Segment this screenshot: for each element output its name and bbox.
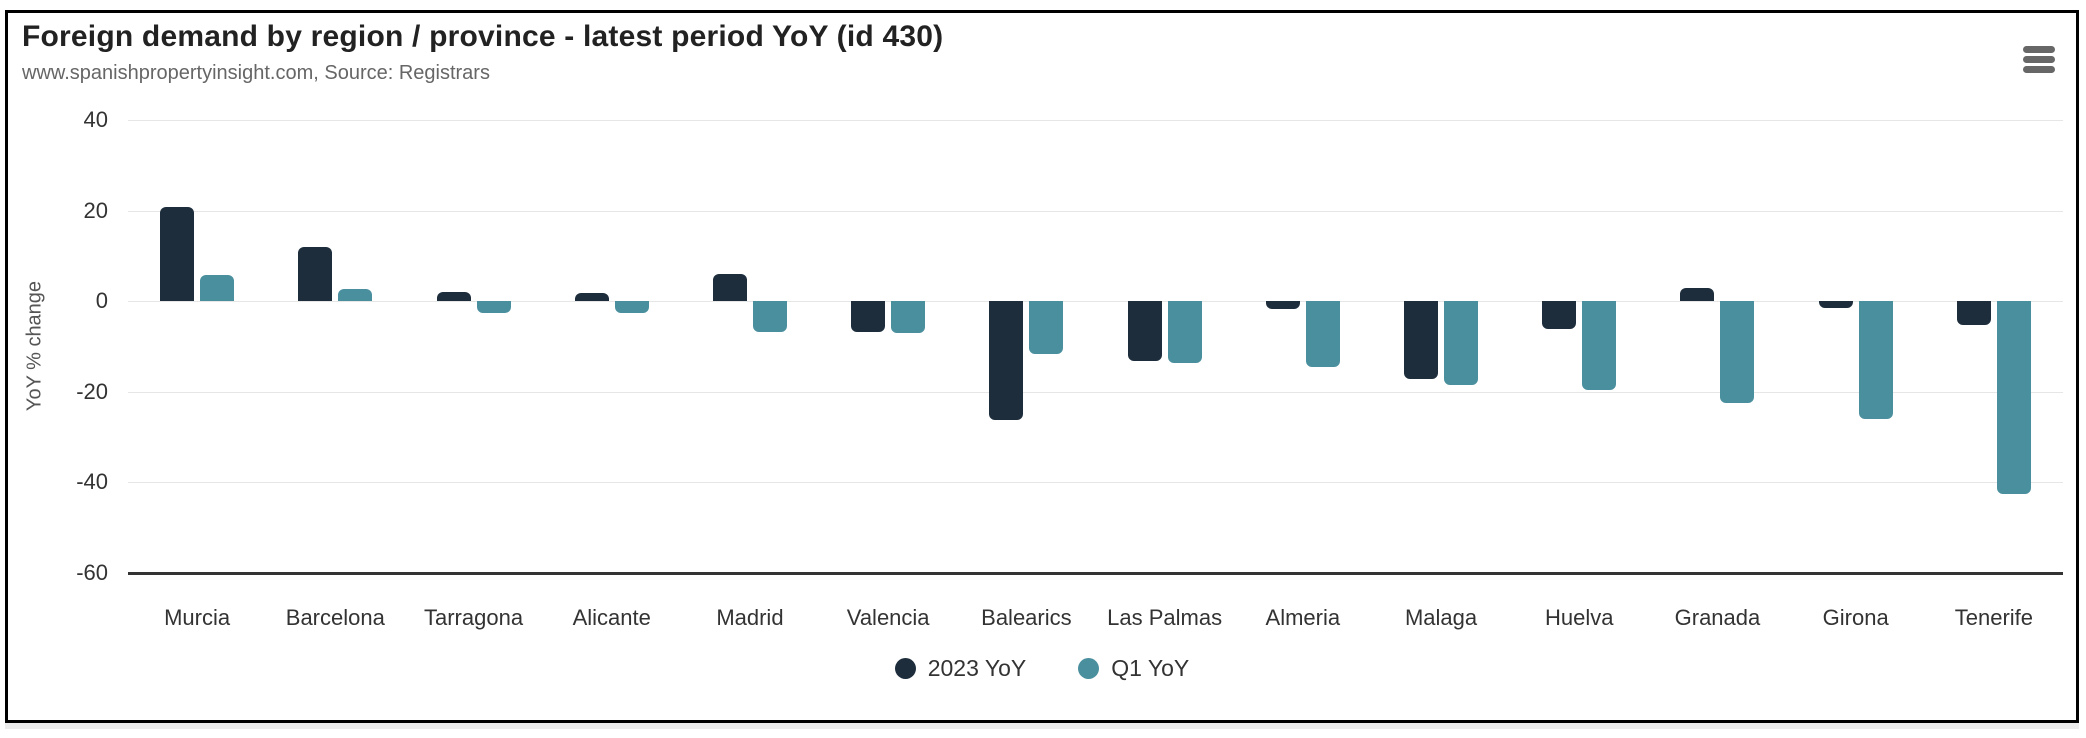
bar-2023-yoy-balearics[interactable] [989,301,1024,421]
y-tick-label: -40 [76,469,108,495]
x-category-label-barcelona: Barcelona [285,605,385,630]
x-category-label-huelva: Huelva [1545,605,1614,630]
y-tick-label: 20 [83,197,108,223]
legend-label: Q1 YoY [1111,655,1190,681]
y-gridline [128,482,2063,484]
bar-q1-yoy-tenerife[interactable] [1996,301,2031,495]
bar-q1-yoy-barcelona[interactable] [338,288,373,302]
legend: 2023 YoY Q1 YoY [5,655,2079,682]
bar-q1-yoy-girona[interactable] [1858,301,1893,420]
x-category-label-las-palmas: Las Palmas [1107,605,1223,630]
x-category-label-malaga: Malaga [1404,605,1478,630]
x-category-label-almeria: Almeria [1265,605,1341,630]
bar-2023-yoy-tenerife[interactable] [1956,301,1991,326]
bar-2023-yoy-barcelona[interactable] [298,247,333,302]
y-gridline [128,391,2063,393]
hamburger-icon [2023,55,2055,63]
bar-2023-yoy-valencia[interactable] [851,301,886,333]
y-tick-label: 0 [95,288,108,314]
bar-q1-yoy-alicante[interactable] [614,301,649,313]
bar-2023-yoy-girona[interactable] [1818,301,1853,308]
bar-q1-yoy-tarragona[interactable] [476,301,511,313]
bar-q1-yoy-murcia[interactable] [200,274,235,302]
x-category-label-tenerife: Tenerife [1954,605,2034,630]
bar-2023-yoy-las-palmas[interactable] [1127,301,1162,361]
y-tick-label: -20 [76,378,108,404]
x-category-label-murcia: Murcia [164,605,231,630]
legend-marker-circle [894,658,916,679]
bar-2023-yoy-madrid[interactable] [712,274,747,302]
x-category-label-granada: Granada [1674,605,1761,630]
bar-q1-yoy-madrid[interactable] [752,301,787,333]
bar-2023-yoy-huelva[interactable] [1542,301,1577,330]
bar-q1-yoy-balearics[interactable] [1029,301,1064,354]
legend-item-q1-yoy[interactable]: Q1 YoY [1078,655,1189,682]
x-category-label-madrid: Madrid [716,605,784,630]
bar-2023-yoy-murcia[interactable] [160,207,195,302]
hamburger-icon [2023,65,2055,73]
x-category-label-girona: Girona [1822,605,1889,630]
export-menu-button[interactable] [2017,36,2061,82]
x-category-label-balearics: Balearics [981,605,1072,630]
bar-2023-yoy-almeria[interactable] [1265,301,1300,309]
legend-marker-circle [1078,658,1100,679]
y-gridline [128,120,2063,121]
bar-2023-yoy-granada[interactable] [1680,287,1715,302]
hamburger-icon [2023,45,2055,53]
y-gridline [128,301,2063,303]
bar-q1-yoy-almeria[interactable] [1305,301,1340,367]
chart-subtitle: www.spanishpropertyinsight.com, Source: … [22,62,490,84]
x-category-label-valencia: Valencia [846,605,930,630]
bar-q1-yoy-huelva[interactable] [1582,301,1617,390]
bar-q1-yoy-valencia[interactable] [891,301,926,333]
chart-card: Foreign demand by region / province - la… [5,10,2079,723]
bar-q1-yoy-granada[interactable] [1720,301,1755,403]
bar-q1-yoy-las-palmas[interactable] [1167,301,1202,363]
plot-area: 40 20 0 -20 -40 -60 Murcia Barcelona Tarragona Al… [5,10,2079,723]
bar-2023-yoy-tarragona[interactable] [436,292,471,302]
x-category-label-tarragona: Tarragona [423,605,524,630]
bar-2023-yoy-malaga[interactable] [1404,301,1439,380]
bar-2023-yoy-alicante[interactable] [574,292,609,302]
x-category-label-alicante: Alicante [572,605,651,630]
bar-q1-yoy-malaga[interactable] [1444,301,1479,385]
x-axis-line [128,572,2063,575]
y-gridline [128,210,2063,212]
legend-item-2023-yoy[interactable]: 2023 YoY [894,655,1027,682]
legend-label: 2023 YoY [927,655,1027,681]
y-tick-label: 40 [83,107,108,132]
y-tick-label: -60 [76,560,108,585]
chart-title: Foreign demand by region / province - la… [22,20,944,53]
